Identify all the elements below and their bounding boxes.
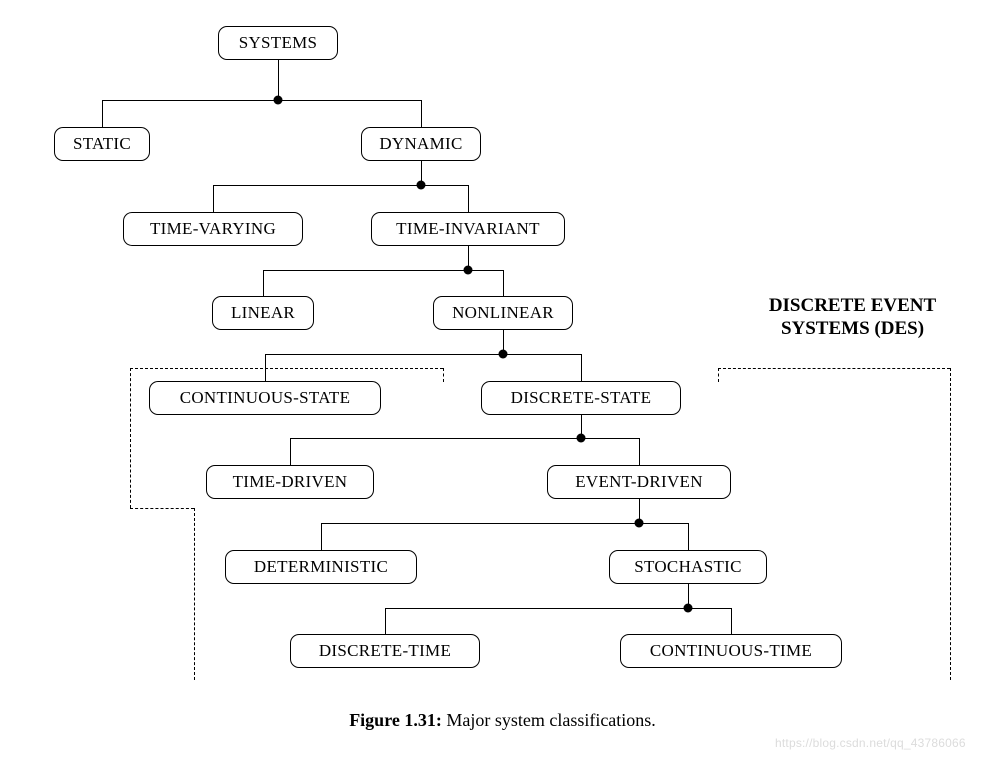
- figure-caption: Figure 1.31: Major system classification…: [0, 710, 1005, 731]
- junction-dot: [274, 96, 283, 105]
- edge-v: [213, 185, 214, 212]
- junction-dot: [635, 519, 644, 528]
- edge-h: [385, 608, 731, 609]
- edge-v: [263, 270, 264, 296]
- node-continuoustime: CONTINUOUS-TIME: [620, 634, 842, 668]
- dashed-boundary: [130, 368, 443, 369]
- dashed-boundary: [950, 368, 951, 680]
- edge-h: [102, 100, 421, 101]
- edge-h: [265, 354, 581, 355]
- node-nonlinear: NONLINEAR: [433, 296, 573, 330]
- watermark: https://blog.csdn.net/qq_43786066: [775, 736, 966, 750]
- dashed-boundary: [718, 368, 719, 382]
- dashed-boundary: [130, 368, 131, 508]
- edge-v: [639, 438, 640, 465]
- node-linear: LINEAR: [212, 296, 314, 330]
- node-timedriven: TIME-DRIVEN: [206, 465, 374, 499]
- caption-text: Major system classifications.: [442, 710, 656, 730]
- edge-v: [468, 185, 469, 212]
- edge-v: [503, 270, 504, 296]
- edge-v: [102, 100, 103, 127]
- junction-dot: [417, 181, 426, 190]
- edge-v: [290, 438, 291, 465]
- edge-v: [688, 523, 689, 550]
- node-discretestate: DISCRETE-STATE: [481, 381, 681, 415]
- edge-v: [321, 523, 322, 550]
- dashed-boundary: [194, 508, 195, 680]
- node-deterministic: DETERMINISTIC: [225, 550, 417, 584]
- junction-dot: [577, 434, 586, 443]
- node-continuousstate: CONTINUOUS-STATE: [149, 381, 381, 415]
- node-stochastic: STOCHASTIC: [609, 550, 767, 584]
- node-timevarying: TIME-VARYING: [123, 212, 303, 246]
- edge-v: [385, 608, 386, 634]
- node-systems: SYSTEMS: [218, 26, 338, 60]
- dashed-boundary: [443, 368, 444, 382]
- caption-prefix: Figure 1.31:: [349, 710, 442, 730]
- node-eventdriven: EVENT-DRIVEN: [547, 465, 731, 499]
- edge-h: [321, 523, 688, 524]
- edge-v: [581, 354, 582, 381]
- edge-v: [731, 608, 732, 634]
- edge-h: [290, 438, 639, 439]
- edge-h: [213, 185, 468, 186]
- node-discretetime: DISCRETE-TIME: [290, 634, 480, 668]
- node-static: STATIC: [54, 127, 150, 161]
- junction-dot: [684, 604, 693, 613]
- junction-dot: [464, 266, 473, 275]
- diagram-stage: SYSTEMS STATIC DYNAMIC TIME-VARYING TIME-INV…: [0, 0, 1005, 759]
- edge-v: [278, 60, 279, 100]
- dashed-boundary: [130, 508, 194, 509]
- des-label: DISCRETE EVENT SYSTEMS (DES): [725, 295, 980, 341]
- node-dynamic: DYNAMIC: [361, 127, 481, 161]
- junction-dot: [499, 350, 508, 359]
- edge-v: [421, 100, 422, 127]
- node-timeinvariant: TIME-INVARIANT: [371, 212, 565, 246]
- dashed-boundary: [718, 368, 950, 369]
